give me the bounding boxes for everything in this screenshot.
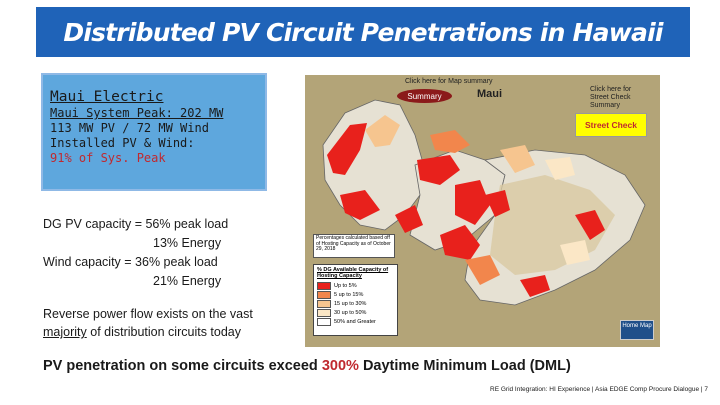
legend-item: 15 up to 30% <box>314 299 397 308</box>
title-banner: Distributed PV Circuit Penetrations in H… <box>36 7 690 57</box>
reverse-text-1: Reverse power flow exists on the vast <box>43 307 253 321</box>
map-legend: % DG Available Capacity of Hosting Capac… <box>313 264 398 336</box>
info-header: Maui Electric <box>50 89 164 105</box>
legend-swatch <box>317 299 331 308</box>
info-pv-wind: 113 MW PV / 72 MW Wind <box>50 121 209 135</box>
info-percent-peak: 91% of Sys. Peak <box>50 151 166 165</box>
info-system-peak: Maui System Peak: 202 MW <box>50 106 224 120</box>
dg-pv-energy: 13% Energy <box>153 236 222 250</box>
island-label: Maui <box>477 88 503 100</box>
legend-swatch <box>317 308 331 317</box>
legend-swatch <box>317 290 331 299</box>
legend-swatch <box>317 281 331 290</box>
pv-line-pre: PV penetration on some circuits exceed <box>43 358 322 374</box>
home-map-button[interactable]: Home Map <box>620 320 654 340</box>
capacity-stats: DG PV capacity = 56% peak load 13% Energ… <box>43 215 228 291</box>
reverse-flow-note: Reverse power flow exists on the vast ma… <box>43 305 298 341</box>
reverse-majority: majority <box>43 325 87 339</box>
wind-capacity: Wind capacity = 36% peak load <box>43 255 218 269</box>
legend-label: 30 up to 50% <box>334 309 367 316</box>
legend-label: 15 up to 30% <box>334 300 367 307</box>
summary-button[interactable]: Summary <box>397 89 452 103</box>
dg-pv-capacity: DG PV capacity = 56% peak load <box>43 217 229 231</box>
legend-swatch <box>317 317 331 326</box>
pv-line-highlight: 300% <box>321 358 359 374</box>
legend-label: Up to 5% <box>334 282 357 289</box>
page-title: Distributed PV Circuit Penetrations in H… <box>63 17 663 47</box>
pv-line-post: Daytime Minimum Load (DML) <box>358 358 571 374</box>
legend-item: Up to 5% <box>314 281 397 290</box>
reverse-text-2: of distribution circuits today <box>86 325 242 339</box>
footer-text: RE Grid Integration: HI Experience | Asi… <box>490 386 708 393</box>
info-installed: Installed PV & Wind: <box>50 136 195 150</box>
legend-title: % DG Available Capacity of Hosting Capac… <box>317 267 389 279</box>
legend-label: 50% and Greater <box>334 318 376 325</box>
legend-item: 30 up to 50% <box>314 308 397 317</box>
map-summary-link[interactable]: Click here for Map summary <box>405 78 493 85</box>
street-summary-link[interactable]: Click here for Street Check Summary <box>590 86 632 109</box>
legend-label: 5 up to 15% <box>334 291 364 298</box>
hosting-note: Percentages calculated based off of Host… <box>313 234 395 258</box>
wind-energy: 21% Energy <box>153 274 222 288</box>
pv-penetration-line: PV penetration on some circuits exceed 3… <box>43 358 571 374</box>
legend-item: 50% and Greater <box>314 317 397 326</box>
street-check-button[interactable]: Street Check <box>575 113 647 137</box>
legend-item: 5 up to 15% <box>314 290 397 299</box>
maui-info-box: Maui Electric Maui System Peak: 202 MW 1… <box>41 73 267 191</box>
